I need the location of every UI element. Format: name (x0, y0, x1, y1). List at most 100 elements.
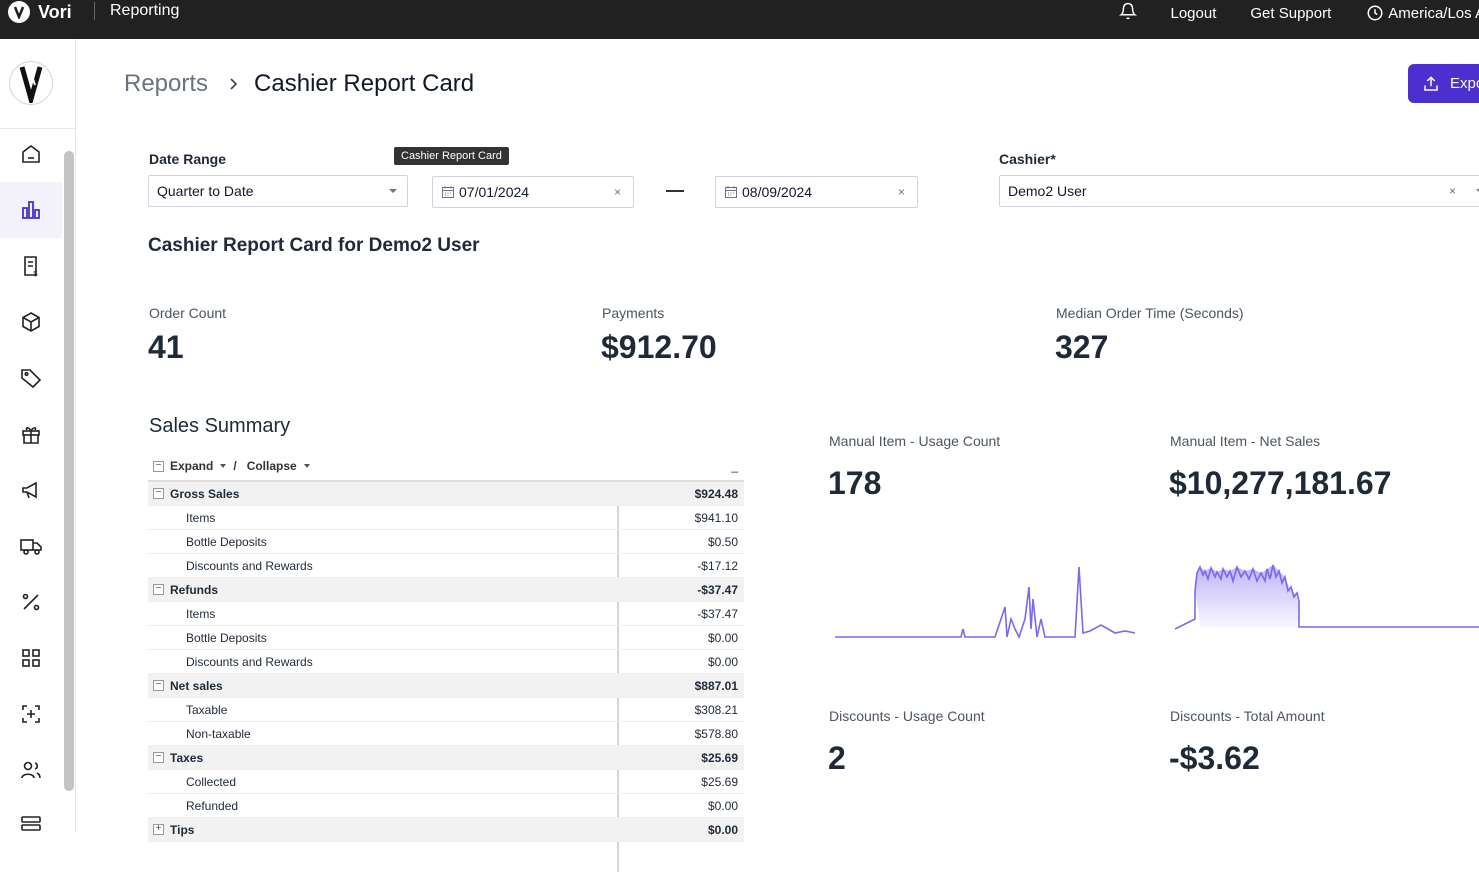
sidebar-item-scan[interactable] (0, 686, 62, 742)
export-button[interactable]: Expo (1408, 64, 1479, 103)
breadcrumb-reports-link[interactable]: Reports (124, 70, 208, 98)
timezone-selector[interactable]: America/Los A (1366, 4, 1479, 22)
sidebar-logo-icon[interactable] (9, 61, 53, 105)
end-date-input[interactable]: 08/09/2024 × (715, 176, 918, 208)
table-row: Non-taxable $578.80 (148, 722, 744, 746)
breadcrumb: Reports Cashier Report Card (124, 70, 474, 98)
row-label-text: Taxable (186, 703, 227, 717)
table-group-row[interactable]: +Tips$0.00 (148, 818, 744, 842)
page-title: Cashier Report Card (254, 70, 474, 98)
manual-sales-label: Manual Item - Net Sales (1170, 433, 1320, 449)
row-value: -$17.12 (697, 554, 738, 577)
collapse-button[interactable]: Collapse (247, 459, 297, 473)
row-value: $941.10 (695, 506, 738, 529)
required-asterisk: * (1050, 151, 1055, 167)
sidebar-item-invoices[interactable]: $ (0, 238, 62, 294)
grid-icon (19, 646, 43, 670)
start-date-input[interactable]: 07/01/2024 × (432, 176, 634, 208)
row-label-text: Discounts and Rewards (186, 655, 313, 669)
date-range-separator (666, 190, 684, 192)
row-value: $0.50 (708, 530, 738, 553)
row-label: Items (148, 602, 215, 625)
sidebar-item-products[interactable] (0, 294, 62, 350)
slash-separator: / (233, 459, 236, 473)
row-label-text: Items (186, 607, 215, 621)
cashier-select[interactable]: Demo2 User × (999, 175, 1479, 207)
sidebar-item-pricing[interactable] (0, 350, 62, 406)
table-group-row[interactable]: −Taxes$25.69 (148, 746, 744, 770)
sidebar-item-home[interactable] (0, 126, 62, 182)
row-label-text: Discounts and Rewards (186, 559, 313, 573)
row-value: $0.00 (708, 818, 738, 841)
row-label-text: Net sales (170, 679, 223, 693)
discount-total-value: -$3.62 (1169, 740, 1260, 777)
row-value: -$37.47 (697, 578, 738, 601)
clear-start-date-icon[interactable]: × (614, 185, 621, 199)
sidebar-item-reports[interactable] (0, 182, 62, 238)
collapse-row-icon[interactable]: − (153, 584, 164, 595)
logout-link[interactable]: Logout (1171, 5, 1217, 22)
row-label-text: Collected (186, 775, 236, 789)
order-count-label: Order Count (149, 305, 226, 321)
expand-button[interactable]: Expand (170, 459, 213, 473)
gift-icon (19, 422, 43, 446)
chevron-down-icon[interactable] (220, 464, 226, 468)
brand-name: Vori (38, 2, 72, 23)
users-icon (19, 758, 43, 782)
table-group-row[interactable]: −Net sales$887.01 (148, 674, 744, 698)
expand-row-icon[interactable]: + (153, 824, 164, 835)
collapse-row-icon[interactable]: − (153, 488, 164, 499)
row-value: $578.80 (695, 722, 738, 745)
sidebar-item-apps[interactable] (0, 630, 62, 686)
get-support-link[interactable]: Get Support (1250, 5, 1331, 22)
table-header: − Expand / Collapse _ (148, 452, 744, 482)
sidebar-item-users[interactable] (0, 742, 62, 798)
app-title: Reporting (110, 2, 179, 20)
vori-logo-icon (8, 1, 30, 23)
chevron-down-icon[interactable] (304, 464, 310, 468)
collapse-row-icon[interactable]: − (153, 752, 164, 763)
sliders-icon (19, 814, 43, 832)
row-label: Non-taxable (148, 722, 251, 745)
row-label-text: Non-taxable (186, 727, 251, 741)
manual-usage-label: Manual Item - Usage Count (829, 433, 1000, 449)
row-label-text: Refunded (186, 799, 238, 813)
calendar-icon (441, 185, 455, 199)
row-value: $25.69 (701, 770, 738, 793)
bar-chart-icon (19, 198, 43, 222)
table-group-row[interactable]: −Gross Sales$924.48 (148, 482, 744, 506)
clear-cashier-icon[interactable]: × (1449, 184, 1456, 198)
bell-icon[interactable] (1119, 2, 1137, 24)
sales-summary-title: Sales Summary (149, 415, 290, 438)
end-date-value: 08/09/2024 (742, 184, 812, 200)
collapse-all-icon[interactable]: − (153, 461, 164, 472)
date-range-select[interactable]: Quarter to Date (148, 175, 408, 207)
row-label: Items (148, 506, 215, 529)
manual-usage-value: 178 (828, 465, 881, 502)
row-label-text: Items (186, 511, 215, 525)
sidebar-item-marketing[interactable] (0, 462, 62, 518)
table-group-row[interactable]: −Refunds -$37.47 (148, 578, 744, 602)
clear-end-date-icon[interactable]: × (898, 185, 905, 199)
row-value: $924.48 (695, 482, 738, 505)
sidebar-scrollbar[interactable] (64, 151, 74, 791)
manual-sales-sparkline (1175, 559, 1479, 644)
row-label: −Taxes (148, 746, 203, 769)
row-label: Taxable (148, 698, 227, 721)
box-icon (19, 310, 43, 334)
sidebar-item-promotions[interactable] (0, 574, 62, 630)
row-value: $0.00 (708, 626, 738, 649)
column-header: _ (731, 452, 738, 480)
sidebar-item-gifts[interactable] (0, 406, 62, 462)
row-label: Collected (148, 770, 236, 793)
sidebar-item-vendors[interactable] (0, 518, 62, 574)
svg-text:$: $ (33, 269, 38, 278)
sidebar-item-settings[interactable] (0, 798, 62, 832)
cashier-value: Demo2 User (1008, 183, 1087, 199)
table-row: Discounts and Rewards -$17.12 (148, 554, 744, 578)
brand-logo[interactable]: Vori (8, 0, 72, 24)
row-label: Discounts and Rewards (148, 554, 313, 577)
row-label: −Refunds (148, 578, 218, 601)
collapse-row-icon[interactable]: − (153, 680, 164, 691)
row-label: Refunded (148, 794, 238, 817)
